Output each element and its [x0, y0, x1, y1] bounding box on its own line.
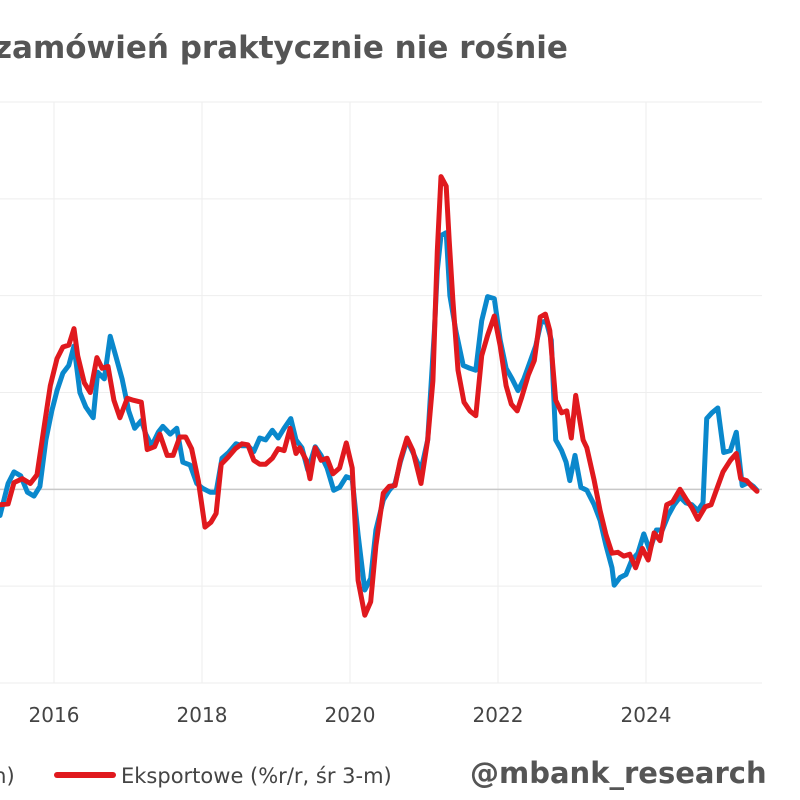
legend: m) Eksportowe (%r/r, śr 3-m)	[0, 764, 392, 788]
x-axis-ticks: 2016 2018 2020 2022 2024	[29, 703, 672, 727]
watermark-mbank-research: @mbank_research	[470, 756, 767, 790]
series-line-2	[0, 174, 760, 618]
legend-label-series-1: m)	[0, 764, 15, 788]
legend-label-series-2: Eksportowe (%r/r, śr 3-m)	[121, 764, 392, 788]
x-tick-label: 2020	[325, 703, 376, 727]
chart-title: zamówień praktycznie nie rośnie	[0, 30, 568, 66]
x-tick-label: 2018	[177, 703, 228, 727]
x-tick-label: 2022	[473, 703, 524, 727]
x-tick-label: 2016	[29, 703, 80, 727]
x-tick-label: 2024	[621, 703, 672, 727]
series-lines	[0, 174, 760, 618]
